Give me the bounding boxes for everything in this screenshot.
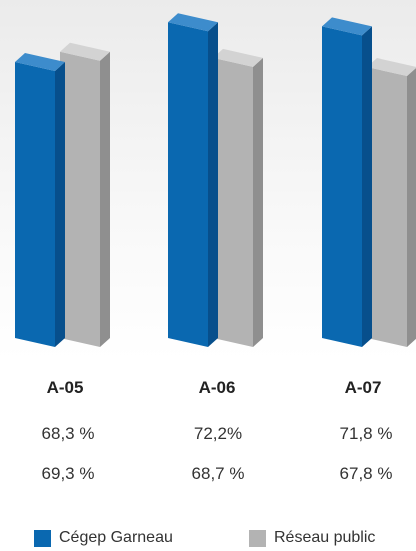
value-public-a05: 69,3 % <box>41 464 95 483</box>
bar-side-face <box>208 22 218 348</box>
bar-top-face <box>367 58 416 77</box>
category-label-a05: A-05 <box>46 378 84 397</box>
legend-label-garneau: Cégep Garneau <box>59 529 173 546</box>
bar-front-face <box>168 22 208 348</box>
bar-top-face <box>322 17 372 36</box>
value-public-a06: 68,7 % <box>191 464 245 483</box>
legend-swatch-garneau <box>34 529 51 547</box>
value-garneau-a07: 71,8 % <box>339 424 393 443</box>
value-garneau-a05: 68,3 % <box>41 424 95 443</box>
bar-public-a-06 <box>213 48 263 347</box>
category-label-a06: A-06 <box>198 378 236 397</box>
bar-front-face <box>213 57 253 347</box>
bar-public-a-05 <box>60 42 110 347</box>
bar-front-face <box>367 67 407 348</box>
bar-front-face <box>15 61 55 348</box>
bar-side-face <box>55 61 65 348</box>
bar-garneau-a-06 <box>168 13 218 348</box>
bar-public-a-07 <box>367 58 416 348</box>
bar-side-face <box>407 67 416 347</box>
bar-top-face <box>15 52 65 71</box>
legend-item-garneau: Cégep Garneau <box>34 529 173 547</box>
bar-top-face <box>60 42 110 61</box>
category-label-a07: A-07 <box>344 378 382 397</box>
legend-item-public: Réseau public <box>249 529 375 547</box>
bar-garneau-a-07 <box>322 17 372 348</box>
value-garneau-a06: 72,2% <box>193 424 243 443</box>
bar-side-face <box>253 57 263 347</box>
bar-front-face <box>60 51 100 347</box>
bar-side-face <box>100 51 110 347</box>
bar-garneau-a-05 <box>15 52 65 348</box>
bar-chart <box>15 13 416 348</box>
bar-top-face <box>213 48 263 67</box>
bar-top-face <box>168 13 218 32</box>
bar-side-face <box>362 26 372 348</box>
bar-front-face <box>322 26 362 348</box>
legend-swatch-public <box>249 529 266 547</box>
legend-label-public: Réseau public <box>274 529 376 546</box>
value-public-a07: 67,8 % <box>339 464 393 483</box>
